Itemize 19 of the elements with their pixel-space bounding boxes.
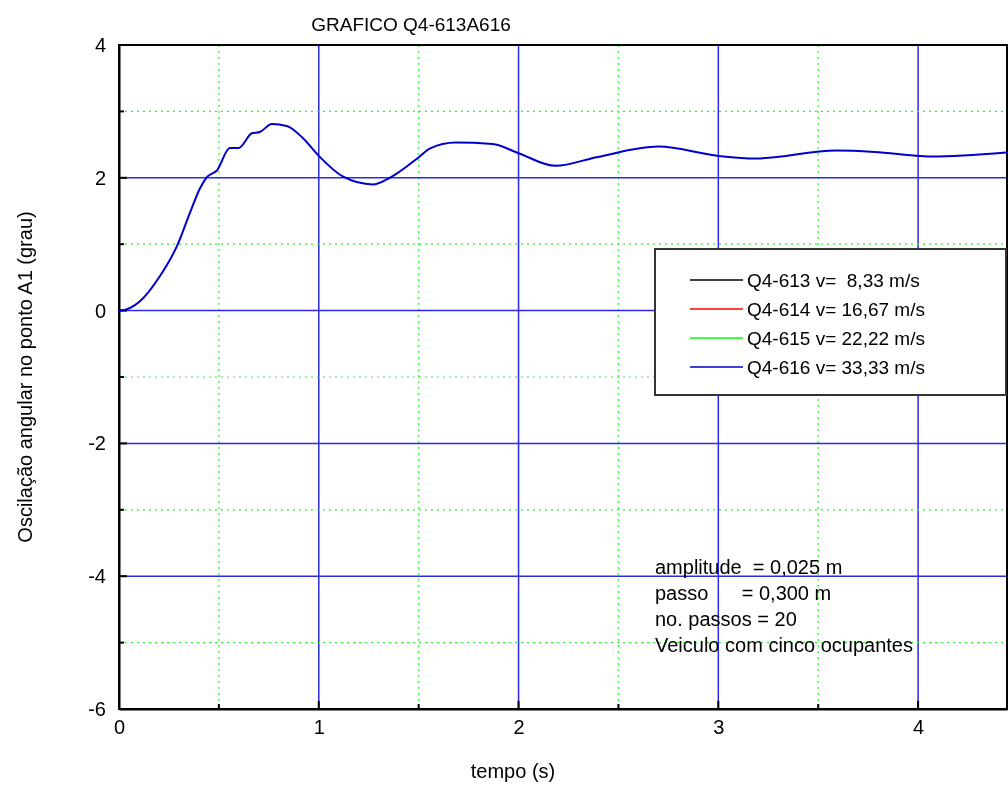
- y-tick-label: -2: [88, 432, 106, 455]
- x-tick-label: 2: [513, 716, 525, 738]
- x-axis-title: tempo (s): [470, 760, 556, 782]
- legend-label: Q4-616 v= 33,33 m/s: [747, 357, 925, 378]
- chart-title: GRAFICO Q4-613A616: [311, 14, 511, 35]
- x-tick-label: 4: [913, 716, 925, 738]
- legend-label: Q4-613 v= 8,33 m/s: [747, 270, 920, 291]
- y-tick-label: 4: [94, 33, 106, 56]
- y-tick-label: -6: [88, 697, 106, 720]
- y-axis-title: Oscilação angular no ponto A1 (grau): [14, 211, 36, 543]
- x-tick-label: 0: [113, 716, 126, 738]
- x-tick-label: 1: [313, 716, 325, 738]
- legend-label: Q4-615 v= 22,22 m/s: [747, 328, 925, 349]
- x-tick-label: 3: [713, 716, 725, 738]
- y-tick-label: 0: [94, 299, 106, 322]
- y-tick-label: 2: [94, 166, 106, 189]
- legend-label: Q4-614 v= 16,67 m/s: [747, 299, 925, 320]
- y-tick-label: -4: [88, 565, 106, 588]
- annotation: passo = 0,300 m: [655, 582, 832, 604]
